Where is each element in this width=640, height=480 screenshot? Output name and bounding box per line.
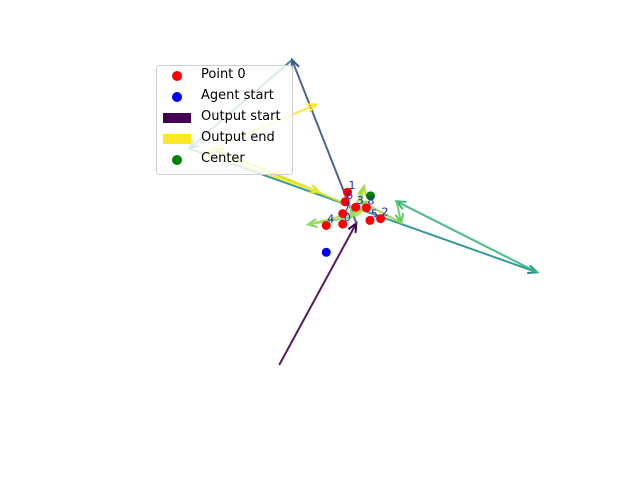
legend-label: Output end <box>201 130 275 145</box>
trajectory-segment <box>278 221 358 366</box>
point-label: 4 <box>327 212 334 225</box>
point-label: 8 <box>367 195 374 208</box>
legend-marker-red-dot <box>172 71 182 81</box>
point-label: 0 <box>344 211 351 224</box>
point-labels: 0 1 2 3 4 5 67 8 <box>327 179 388 225</box>
legend-marker-yellow-rect <box>163 134 191 144</box>
legend-label: Output start <box>201 109 281 124</box>
data-point <box>338 209 348 219</box>
data-point <box>338 219 348 229</box>
legend-label: Center <box>201 151 245 166</box>
data-points <box>321 187 386 257</box>
legend-label: Agent start <box>201 88 274 103</box>
point-label: 6 <box>346 189 353 202</box>
legend-item-point-0: Point 0 <box>157 66 292 87</box>
point-label: 1 <box>348 179 355 192</box>
data-point <box>340 197 350 207</box>
trajectory-segment <box>394 200 539 274</box>
data-point <box>376 214 386 224</box>
point-label: 3 <box>357 194 364 207</box>
legend-marker-blue-dot <box>172 92 182 102</box>
legend-marker-purple-rect <box>163 113 191 123</box>
data-point <box>351 202 361 212</box>
data-point <box>342 187 352 197</box>
legend-item-agent-start: Agent start <box>157 87 292 108</box>
legend: Point 0 Agent start Output start Output … <box>156 65 293 175</box>
point-label: 2 <box>382 206 389 219</box>
legend-item-output-start: Output start <box>157 108 292 129</box>
point-label: 5 <box>371 207 378 220</box>
legend-label: Point 0 <box>201 67 246 82</box>
legend-marker-green-dot <box>172 155 182 165</box>
legend-item-output-end: Output end <box>157 129 292 150</box>
data-point <box>321 220 331 230</box>
data-point <box>361 203 371 213</box>
point-label: 7 <box>344 201 351 214</box>
legend-item-center: Center <box>157 150 292 171</box>
agent-start-point <box>321 247 331 257</box>
center-point <box>366 191 376 201</box>
data-point <box>365 215 375 225</box>
